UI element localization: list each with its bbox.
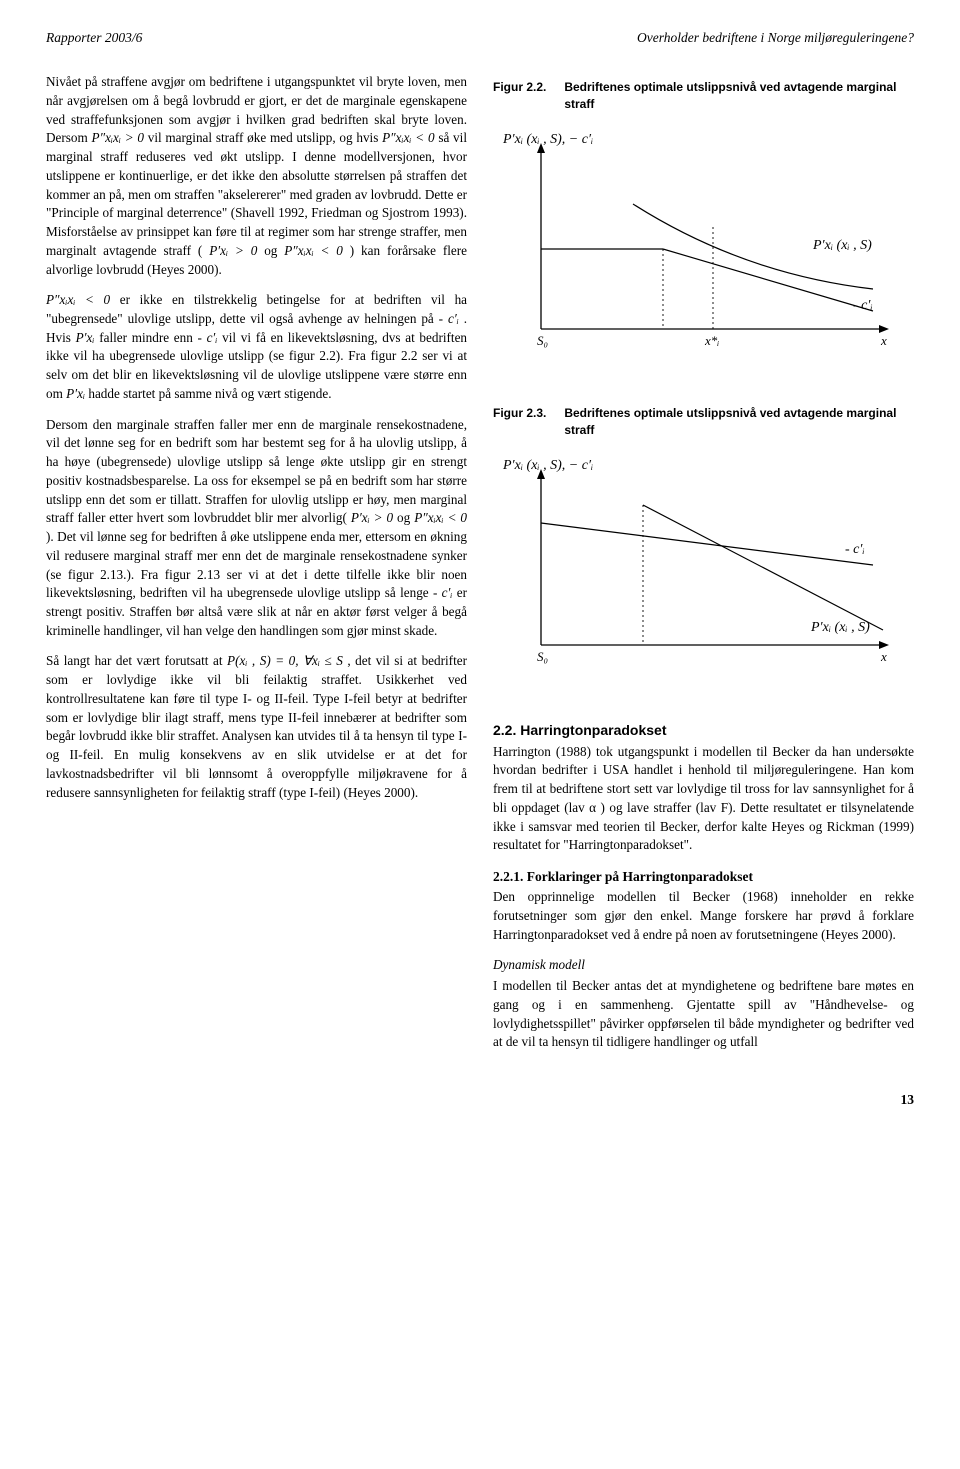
fig23-c-label: - c′ᵢ	[845, 542, 865, 557]
header-left: Rapporter 2003/6	[46, 28, 142, 47]
para-2: P″xᵢxᵢ < 0 er ikke en tilstrekkelig beti…	[46, 291, 467, 403]
fig23-p-label: P′xᵢ (xᵢ , S)	[810, 620, 870, 635]
fig22-s0: S₀	[537, 333, 548, 348]
para-4: Så langt har det vært forutsatt at P(xᵢ …	[46, 652, 467, 802]
section-2-2-1-head: 2.2.1. Forklaringer på Harringtonparadok…	[493, 867, 914, 886]
figure-2-2: P′xᵢ (xᵢ , S), − c′ᵢ P′xᵢ (xᵢ , S) - c′	[493, 119, 914, 385]
figure-2-3: P′xᵢ (xᵢ , S), − c′ᵢ - c′ᵢ P′xᵢ (xᵢ , S)…	[493, 445, 914, 701]
para-1: Nivået på straffene avgjør om bedriftene…	[46, 73, 467, 279]
para-3: Dersom den marginale straffen faller mer…	[46, 416, 467, 641]
figure-number: Figur 2.3.	[493, 405, 546, 439]
fig23-ylabel: P′xᵢ (xᵢ , S), − c′ᵢ	[502, 458, 593, 473]
page-header: Rapporter 2003/6 Overholder bedriftene i…	[46, 28, 914, 47]
page-number: 13	[46, 1090, 914, 1109]
section-2-2-head: 2.2. Harringtonparadokset	[493, 721, 914, 741]
figure-title: Bedriftenes optimale utslippsnivå ved av…	[564, 405, 914, 439]
fig22-xstar: x*ᵢ	[704, 333, 719, 348]
right-column: Figur 2.2. Bedriftenes optimale utslipps…	[493, 73, 914, 1064]
section-2-2-1-body: Den opprinnelige modellen til Becker (19…	[493, 888, 914, 944]
figure-title: Bedriftenes optimale utslippsnivå ved av…	[564, 79, 914, 113]
fig23-x: x	[880, 649, 887, 664]
fig23-s0: S₀	[537, 649, 548, 664]
figure-2-2-caption: Figur 2.2. Bedriftenes optimale utslipps…	[493, 79, 914, 113]
dynamic-model-body: I modellen til Becker antas det at myndi…	[493, 977, 914, 1052]
fig22-c-label: - c′ᵢ	[853, 298, 873, 313]
section-2-2-body: Harrington (1988) tok utgangspunkt i mod…	[493, 743, 914, 855]
dynamic-model-head: Dynamisk modell	[493, 956, 914, 975]
header-right: Overholder bedriftene i Norge miljøregul…	[637, 28, 914, 47]
fig22-x: x	[880, 333, 887, 348]
left-column: Nivået på straffene avgjør om bedriftene…	[46, 73, 467, 1064]
figure-number: Figur 2.2.	[493, 79, 546, 113]
fig22-ylabel: P′xᵢ (xᵢ , S), − c′ᵢ	[502, 132, 593, 147]
main-columns: Nivået på straffene avgjør om bedriftene…	[46, 73, 914, 1064]
fig22-p-label: P′xᵢ (xᵢ , S)	[812, 238, 872, 253]
figure-2-3-caption: Figur 2.3. Bedriftenes optimale utslipps…	[493, 405, 914, 439]
